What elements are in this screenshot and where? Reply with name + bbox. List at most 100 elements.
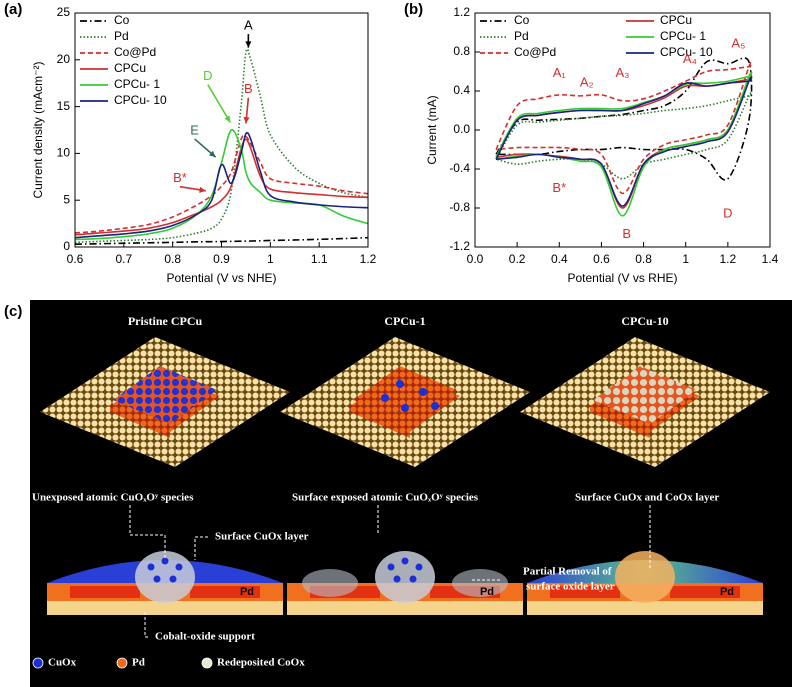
- legend-label: CPCu- 10: [114, 93, 167, 107]
- series-line: [495, 61, 753, 195]
- series-line: [495, 76, 753, 207]
- cu-layer: [113, 366, 217, 424]
- annotation-arrowhead: [245, 41, 252, 48]
- series-line: [74, 138, 369, 236]
- legend-label: CPCu- 10: [660, 45, 713, 59]
- cu-atom: [147, 563, 155, 571]
- legend-label: Pd: [514, 29, 529, 43]
- series-line: [74, 48, 369, 244]
- legend-label: Co@Pd: [514, 45, 556, 59]
- legend-label: CuOx: [48, 657, 77, 669]
- annotation: Partial Removal of: [523, 566, 612, 578]
- x-tick-label: 0.2: [509, 252, 526, 266]
- series-line: [74, 236, 369, 245]
- legend-swatch: [32, 657, 44, 669]
- x-tick-label: 0.4: [551, 252, 568, 266]
- cu-atom: [153, 575, 161, 583]
- y-tick-label: -0.4: [449, 161, 470, 175]
- annotation: A₃: [616, 65, 630, 80]
- cu-atom: [401, 557, 409, 565]
- panel-label: (b): [404, 1, 423, 18]
- x-tick-label: 0.9: [213, 252, 230, 266]
- leader-line: [129, 505, 166, 560]
- cu-atom: [393, 575, 401, 583]
- annotation: A₄: [683, 51, 697, 66]
- x-axis-label: Potential (V vs NHE): [166, 271, 276, 285]
- y-axis-label: Current (mA): [425, 95, 439, 164]
- y-tick-label: 0.8: [453, 44, 470, 58]
- annotation: Surface exposed atomic CuOₓOʸ species: [292, 492, 479, 504]
- legend-label: CPCu: [660, 13, 692, 27]
- y-tick-label: 25: [57, 5, 71, 19]
- legend-label: Co: [514, 13, 530, 27]
- cu-atom: [401, 404, 409, 412]
- y-tick-label: -1.2: [449, 239, 470, 253]
- panel-title: Pristine CPCu: [128, 314, 203, 328]
- oxide-remnant: [302, 569, 358, 597]
- plot-frame: [74, 12, 369, 248]
- y-tick-label: 5: [63, 192, 70, 206]
- panel-label: (c): [4, 303, 22, 320]
- annotation: E: [190, 122, 199, 137]
- y-tick-label: 0.4: [453, 83, 470, 97]
- legend-label: Co: [114, 13, 130, 27]
- cu-layer: [593, 366, 697, 424]
- series-line: [74, 131, 369, 239]
- support-layer: [47, 601, 283, 615]
- oxide-remnant: [452, 569, 508, 597]
- x-tick-label: 1.2: [720, 252, 737, 266]
- cu-atom: [409, 575, 417, 583]
- legend-label: Redeposited CoOx: [217, 657, 305, 669]
- legend-swatch: [116, 657, 128, 669]
- cu-atom: [387, 563, 395, 571]
- pd-label: Pd: [480, 586, 494, 598]
- panel-title: CPCu-10: [621, 314, 668, 328]
- x-tick-label: 0.6: [593, 252, 610, 266]
- annotation: Unexposed atomic CuOₓOʸ species: [32, 492, 194, 504]
- x-axis-label: Potential (V vs RHE): [567, 271, 677, 285]
- cu-atom: [161, 557, 169, 565]
- y-tick-label: 1.2: [453, 5, 470, 19]
- panel-label: (a): [4, 1, 22, 18]
- annotation: D: [203, 68, 212, 83]
- pd-core: [670, 586, 740, 598]
- x-tick-label: 0.8: [635, 252, 652, 266]
- annotation: B: [244, 81, 253, 96]
- pd-core: [190, 586, 260, 598]
- pd-label: Pd: [720, 586, 734, 598]
- plot-frame: [474, 12, 771, 248]
- x-tick-label: 1.4: [762, 252, 779, 266]
- annotation: A₁: [553, 65, 567, 80]
- annotation: B*: [173, 170, 187, 185]
- pd-label: Pd: [240, 586, 254, 598]
- cu-layer: [353, 366, 457, 424]
- annotation: A₂: [580, 75, 594, 90]
- x-tick-label: 0.7: [115, 252, 132, 266]
- y-tick-label: 0: [63, 239, 70, 253]
- y-axis-label: Current density (mAcm⁻²): [31, 61, 45, 198]
- legend-label: CPCu- 1: [114, 77, 160, 91]
- leader-line: [144, 612, 150, 638]
- annotation-arrowhead: [243, 116, 250, 124]
- panel-title: CPCu-1: [384, 314, 425, 328]
- x-tick-label: 0.0: [467, 252, 484, 266]
- series-line: [74, 129, 369, 241]
- annotation: Surface CuOx and CoOx layer: [575, 492, 719, 504]
- legend-label: Co@Pd: [114, 45, 156, 59]
- support-layer: [287, 601, 523, 615]
- x-tick-label: 1.1: [311, 252, 328, 266]
- legend-label: Pd: [132, 657, 145, 669]
- series-line: [495, 71, 753, 217]
- annotation: Cobalt-oxide support: [155, 631, 255, 643]
- series-line: [495, 91, 753, 180]
- x-tick-label: 0.6: [67, 252, 84, 266]
- pd-core: [70, 586, 140, 598]
- series-line: [74, 134, 369, 234]
- annotation-arrowhead: [199, 186, 206, 193]
- cluster: [615, 551, 675, 603]
- y-tick-label: 0.0: [453, 122, 470, 136]
- annotation-arrow: [207, 84, 231, 123]
- x-tick-label: 1.2: [360, 252, 377, 266]
